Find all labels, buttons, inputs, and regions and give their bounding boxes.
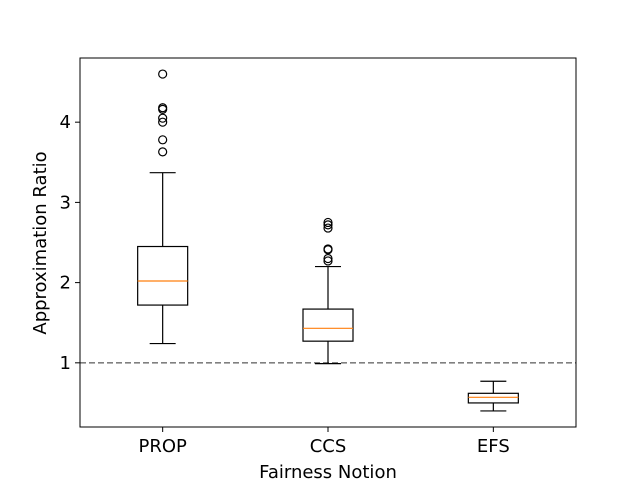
outlier-ccs-5	[323, 220, 333, 230]
outlier-prop-0	[158, 147, 168, 157]
x-tick-label-efs: EFS	[477, 436, 510, 457]
y-tick-label-2: 2	[60, 273, 71, 294]
outlier-ccs-6	[323, 217, 333, 228]
x-tick-label-prop: PROP	[138, 436, 187, 457]
outlier-prop-1	[158, 135, 168, 145]
outlier-ccs-1	[323, 253, 333, 264]
box-ccs	[302, 308, 354, 342]
y-tick-label-4: 4	[60, 112, 71, 133]
axes: Fairness Notion Approximation Ratio 1 2 3 4…	[30, 57, 577, 480]
y-tick-label-1: 1	[60, 353, 71, 374]
x-axis-label: Fairness Notion	[259, 462, 397, 480]
outlier-prop-6	[158, 69, 168, 79]
outlier-prop-5	[158, 103, 168, 113]
y-axis-label: Approximation Ratio	[30, 151, 51, 334]
outlier-prop-3	[158, 113, 168, 123]
plot-area	[80, 69, 576, 412]
x-tick-label-ccs: CCS	[310, 436, 347, 457]
outlier-prop-2	[158, 117, 168, 127]
outlier-ccs-3	[323, 244, 333, 254]
box-efs	[467, 392, 519, 404]
y-tick-label-3: 3	[60, 192, 71, 213]
axes-frame	[79, 57, 577, 428]
outlier-ccs-4	[323, 223, 333, 233]
box-prop	[137, 245, 189, 306]
outlier-ccs-0	[323, 256, 333, 266]
